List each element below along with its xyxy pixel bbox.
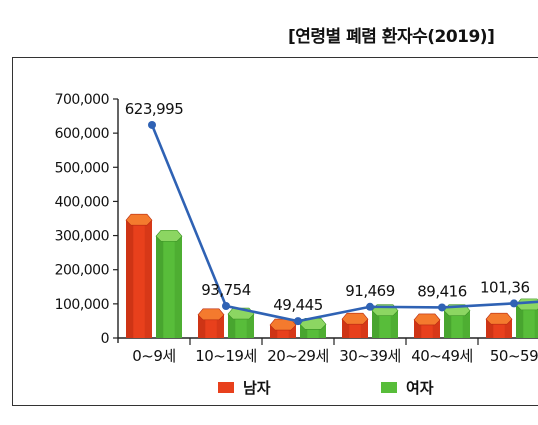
total-data-label: 91,469 <box>345 282 395 300</box>
y-tick-label: 0 <box>101 331 109 347</box>
total-point <box>438 303 446 312</box>
bar-male <box>341 312 369 338</box>
bar-female <box>155 229 183 338</box>
legend-swatch-female <box>381 382 397 393</box>
total-point <box>148 120 156 129</box>
legend-label-male: 남자 <box>243 379 271 397</box>
legend-label-female: 여자 <box>406 379 434 397</box>
x-tick-label: 50~59 <box>490 347 538 365</box>
total-data-label: 89,416 <box>417 282 467 300</box>
bar-female <box>515 298 538 338</box>
y-tick-label: 500,000 <box>55 160 109 176</box>
bar-male <box>269 318 297 338</box>
y-tick-label: 100,000 <box>55 297 109 313</box>
chart-title: [연령별 폐렴 환자수(2019)] <box>288 27 495 47</box>
legend-swatch-male <box>218 382 234 393</box>
y-tick-label: 200,000 <box>55 263 109 279</box>
chart-frame <box>12 57 538 406</box>
x-tick-label: 40~49세 <box>411 347 473 365</box>
bar-male <box>485 312 513 338</box>
bar-female <box>443 304 471 338</box>
bar-male <box>125 213 153 338</box>
x-tick-label: 30~39세 <box>339 347 401 365</box>
x-tick-label: 20~29세 <box>267 347 329 365</box>
x-tick-label: 0~9세 <box>132 347 175 365</box>
total-data-label: 49,445 <box>273 296 323 314</box>
bars <box>125 213 538 338</box>
bar-female <box>299 318 327 338</box>
total-point <box>366 302 374 311</box>
x-tick-label: 10~19세 <box>195 347 257 365</box>
y-tick-label: 300,000 <box>55 229 109 245</box>
x-axis: 0~9세 10~19세 20~29세 30~39세 40~49세 50~59 <box>118 337 538 365</box>
y-tick-label: 400,000 <box>55 194 109 210</box>
total-point <box>222 301 230 310</box>
total-point <box>510 299 518 308</box>
bar-male <box>197 308 225 338</box>
total-line: 623,995 93,754 49,445 91,469 89,416 101,36 <box>125 100 538 326</box>
y-tick-label: 700,000 <box>55 92 109 108</box>
total-point <box>294 317 302 326</box>
bar-male <box>413 313 441 338</box>
bar-female <box>371 304 399 338</box>
y-tick-label: 600,000 <box>55 126 109 142</box>
total-data-label: 623,995 <box>125 100 184 118</box>
y-axis: 0 100,000 200,000 300,000 400,000 500,000 600,… <box>55 92 119 347</box>
legend: 남자 여자 <box>218 379 434 397</box>
bar-female <box>227 307 255 338</box>
total-data-label: 101,36 <box>480 278 530 296</box>
total-data-label: 93,754 <box>201 281 251 299</box>
